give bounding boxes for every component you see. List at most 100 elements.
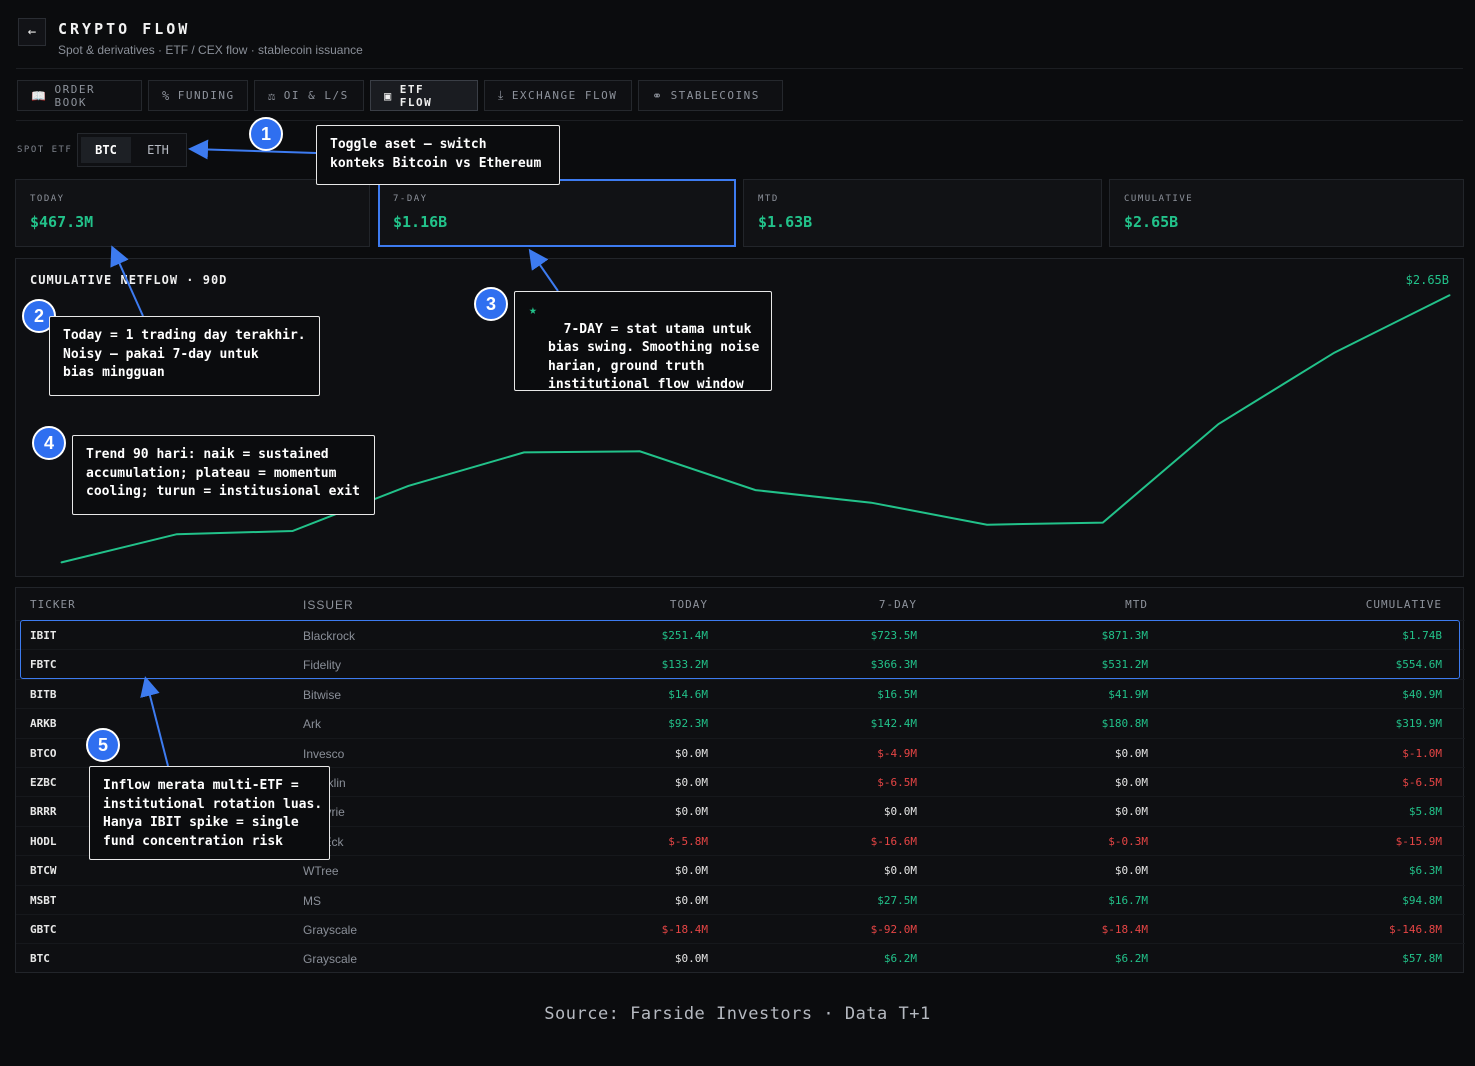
annotation-note-4: Trend 90 hari: naik = sustained accumula…	[72, 435, 375, 515]
cell-issuer: Bitwise	[303, 687, 342, 702]
col-header-today: TODAY	[669, 598, 708, 611]
col-header-mtd: MTD	[1125, 598, 1148, 611]
netflow-point	[1102, 522, 1104, 524]
table-row[interactable]: EZBCFranklin$0.0M$-6.5M$0.0M$-6.5M	[16, 767, 1465, 796]
table-row[interactable]: BTCO Invesco $0.0M $-4.9M $0.0M $-1.0M	[16, 737, 1465, 767]
annotation-badge-4: 4	[32, 426, 66, 460]
stat-card-7day: 7-DAY $1.16B	[378, 179, 736, 247]
asset-eth-button[interactable]: ETH	[147, 143, 169, 157]
book-icon: 📖	[31, 88, 48, 103]
cell-d7: $-16.6M	[870, 834, 917, 848]
tab-stablecoins[interactable]: ⚭ STABLECOINS	[638, 80, 783, 111]
star-icon: ★	[529, 303, 537, 318]
table-row[interactable]: FBTC Fidelity $133.2M $366.3M $531.2M $554.6M	[16, 649, 1465, 678]
chart-end-label: $2.65B	[1405, 273, 1449, 287]
cell-d7: $27.5M	[877, 893, 917, 907]
cell-cum: $1.74B	[1402, 629, 1442, 642]
netflow-point	[176, 533, 178, 535]
cell-d7: $-6.5M	[877, 776, 917, 789]
netflow-point	[870, 502, 872, 504]
cell-issuer: Grayscale	[303, 952, 358, 967]
stat-label: MTD	[758, 194, 779, 204]
coins-icon: ⚭	[652, 88, 664, 103]
cell-mtd: $0.0M	[1114, 864, 1148, 878]
netflow-point	[523, 451, 525, 453]
etf-icon: ▣	[384, 88, 393, 103]
tab-funding[interactable]: % FUNDING	[148, 80, 248, 111]
cell-mtd: $41.9M	[1108, 687, 1148, 701]
stat-value: $1.63B	[758, 213, 813, 231]
cell-mtd: $0.0M	[1114, 805, 1148, 819]
netflow-point	[1218, 423, 1219, 425]
table-row[interactable]: BITB Bitwise $14.6M $16.5M $41.9M $40.9M	[16, 678, 1465, 708]
netflow-point	[292, 530, 293, 532]
tab-order-book[interactable]: 📖 ORDER BOOK	[17, 80, 142, 111]
page-subtitle: Spot & derivatives · ETF / CEX flow · st…	[58, 43, 363, 57]
cell-cum: $94.8M	[1402, 893, 1442, 907]
cell-d7: $0.0M	[883, 805, 917, 819]
table-row[interactable]: MSBT MS $0.0M $27.5M $16.7M $94.8M	[16, 884, 1465, 914]
cell-cum: $40.9M	[1402, 687, 1442, 701]
cell-ticker: BTC	[30, 952, 50, 966]
cell-d7: $16.5M	[877, 687, 917, 701]
annotation-badge-3: 3	[474, 287, 508, 321]
cell-mtd: $0.0M	[1114, 746, 1148, 760]
cell-cum: $-15.9M	[1395, 834, 1442, 848]
percent-icon: %	[162, 88, 171, 103]
annotation-note-3: ★ 7-DAY = stat utama untuk bias swing. Sm…	[514, 291, 772, 392]
stat-value: $2.65B	[1124, 213, 1179, 231]
cell-ticker: FBTC	[30, 658, 57, 672]
cell-ticker: BITB	[30, 687, 57, 701]
cell-cum: $-6.5M	[1402, 776, 1442, 789]
cell-cum: $57.8M	[1402, 952, 1442, 966]
stat-label: 7-DAY	[393, 194, 428, 204]
cell-mtd: $180.8M	[1101, 717, 1148, 731]
stat-value: $467.3M	[30, 213, 94, 231]
cell-mtd: $6.2M	[1114, 952, 1148, 966]
cell-d7: $-92.0M	[870, 923, 917, 936]
cell-d7: $-4.9M	[877, 746, 917, 760]
cell-issuer: Fidelity	[303, 658, 342, 673]
back-button[interactable]: ←	[18, 18, 46, 46]
divider	[16, 68, 1463, 69]
cell-today: $0.0M	[674, 776, 708, 789]
asset-btc-button[interactable]: BTC	[81, 137, 131, 163]
cell-issuer: Blackrock	[303, 629, 356, 643]
netflow-point	[60, 562, 62, 563]
cell-today: $14.6M	[668, 687, 708, 701]
cell-d7: $0.0M	[883, 864, 917, 878]
netflow-point	[1333, 352, 1335, 354]
cell-today: $-5.8M	[668, 834, 708, 848]
arrow-left-icon: ←	[27, 24, 37, 40]
tab-oi-ls[interactable]: ⚖ OI & L/S	[254, 80, 364, 111]
netflow-point	[639, 450, 641, 452]
cell-today: $92.3M	[668, 717, 708, 731]
table-row[interactable]: ARKB Ark $92.3M $142.4M $180.8M $319.9M	[16, 708, 1465, 737]
table-row[interactable]: BTCW WTree $0.0M $0.0M $0.0M $6.3M	[16, 855, 1465, 884]
cell-today: $0.0M	[674, 746, 708, 760]
download-icon: ⤓	[498, 88, 505, 102]
annotation-badge-5: 5	[86, 728, 120, 762]
cell-today: $251.4M	[661, 629, 708, 642]
table-row[interactable]: GBTC Grayscale $-18.4M $-92.0M $-18.4M $-146.…	[16, 914, 1465, 943]
cell-today: $133.2M	[661, 658, 708, 672]
cell-issuer: Invesco	[303, 746, 345, 761]
cell-issuer: MS	[303, 893, 321, 908]
cell-mtd: $531.2M	[1101, 658, 1148, 672]
annotation-note-1: Toggle aset — switch konteks Bitcoin vs …	[316, 125, 560, 185]
annotation-badge-1: 1	[249, 117, 283, 151]
source-footer: Source: Farside Investors · Data T+1	[544, 1004, 931, 1024]
cell-ticker: IBIT	[30, 629, 57, 642]
chart-plot	[60, 294, 1451, 564]
cell-ticker: BTCW	[30, 864, 57, 878]
table-row[interactable]: IBIT Blackrock $251.4M $723.5M $871.3M $1.74B	[16, 620, 1465, 649]
cell-ticker: BRRR	[30, 805, 57, 819]
stat-card-today: TODAY $467.3M	[15, 179, 370, 247]
cell-today: $0.0M	[674, 952, 708, 966]
col-header-cumulative: CUMULATIVE	[1365, 598, 1442, 611]
tab-exchange-flow[interactable]: ⤓ EXCHANGE FLOW	[484, 80, 632, 111]
tab-etf-flow[interactable]: ▣ ETF FLOW	[370, 80, 478, 111]
table-row[interactable]: BTC Grayscale $0.0M $6.2M $6.2M $57.8M	[16, 943, 1465, 972]
cell-issuer: Grayscale	[303, 923, 358, 937]
cell-ticker: MSBT	[30, 893, 57, 907]
